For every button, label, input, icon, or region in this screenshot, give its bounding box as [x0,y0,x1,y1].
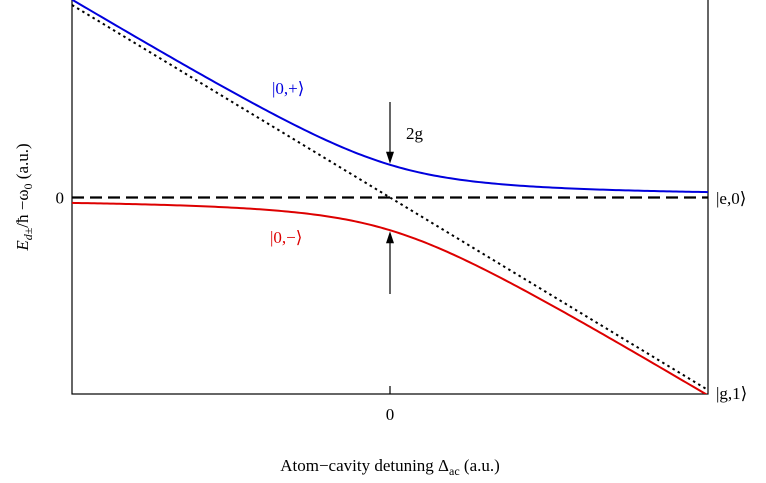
excited-state-label: |e,0⟩ [716,189,746,208]
gap-arrow-bottom [386,231,394,294]
ground-state-label: |g,1⟩ [716,384,747,403]
upper-state-label: |0,+⟩ [272,79,304,98]
lower-state-label: |0,−⟩ [270,228,302,247]
x-tick-label: 0 [386,405,395,424]
gap-arrow-top [386,102,394,164]
y-tick-label: 0 [56,189,65,208]
y-axis-label: Ed±/ħ −ω0 (a.u.) [13,143,35,251]
x-axis-label: Atom−cavity detuning Δac (a.u.) [280,456,500,478]
series-line-g1 [72,4,708,391]
series-line-upper-polariton [72,0,708,194]
coupling-gap-label: 2g [406,124,424,143]
series-line-lower-polariton [72,201,708,394]
